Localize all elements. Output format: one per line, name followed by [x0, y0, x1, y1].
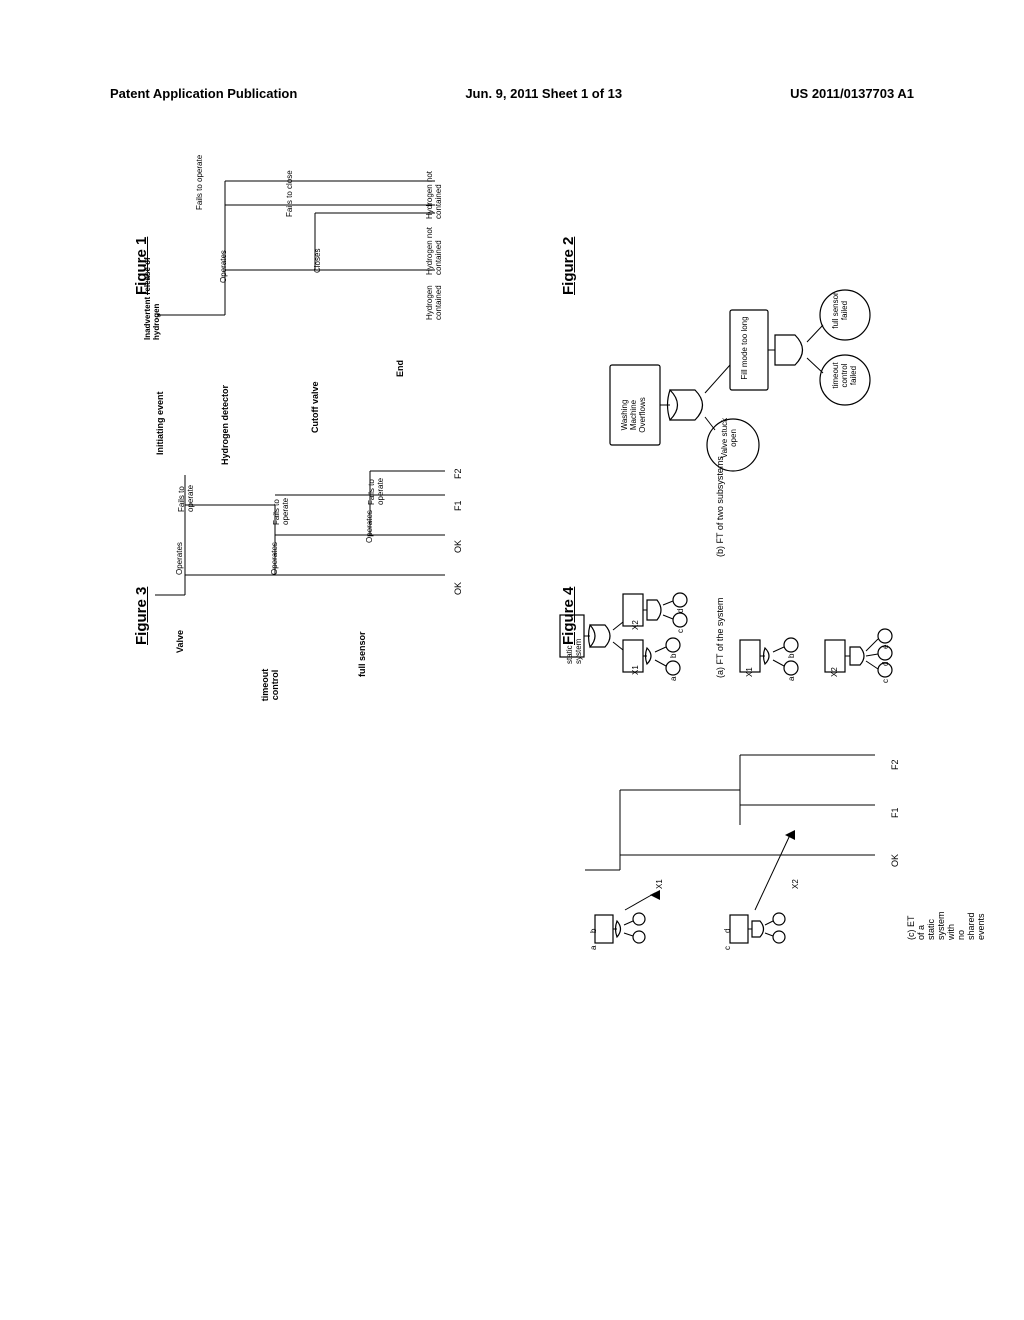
fig4c-x2: X2 [791, 879, 800, 889]
fig1-tree-lines [135, 165, 455, 365]
fig4c-tb: b [589, 929, 598, 933]
fig2-fill: Fill mode too long [740, 313, 749, 383]
fig4c-f2: F2 [890, 759, 900, 770]
fig4-caption-b: (b) FT of two subsystems [715, 456, 725, 557]
fig4b-x1: X1 [745, 667, 754, 677]
fig4c-ta: a [589, 946, 598, 950]
fig4c-x1: X1 [655, 879, 664, 889]
fig4b-e: e [881, 645, 890, 649]
fig4a-static: static system [565, 629, 583, 664]
fig2-top: Washing Machine Overflows [620, 385, 647, 445]
fig4c-ok: OK [890, 854, 900, 867]
header-left: Patent Application Publication [110, 86, 297, 101]
fig2-sensor: full sensor failed [831, 288, 849, 333]
fig4a-leaf-d: d [676, 609, 685, 613]
fig4b-a: a [787, 677, 796, 681]
fig4a-leaf-b: b [669, 654, 678, 658]
header-center: Jun. 9, 2011 Sheet 1 of 13 [465, 86, 622, 101]
fig4b-d: d [881, 662, 890, 666]
fig4-caption-c: (c) ET of a static system with no shared… [906, 912, 986, 941]
fig4b-x2: X2 [830, 667, 839, 677]
fig4c-tc: c [723, 946, 732, 950]
fig3-col-timeout: timeout control [260, 660, 280, 710]
fig4-caption-a: (a) FT of the system [715, 598, 725, 678]
fig4c-td: d [723, 929, 732, 933]
header-right: US 2011/0137703 A1 [790, 86, 914, 101]
fig4c-et [555, 735, 915, 965]
fig4a-x2: X2 [631, 620, 640, 630]
fig1-col-valve: Cutoff valve [310, 381, 320, 433]
fig4b-c: c [881, 679, 890, 683]
fig4b-b: b [787, 654, 796, 658]
page-header: Patent Application Publication Jun. 9, 2… [110, 86, 914, 101]
fig3-tree-lines [135, 465, 465, 645]
fig4a-leaf-c: c [676, 629, 685, 633]
fig4a-x1: X1 [631, 665, 640, 675]
fig4a-leaf-a: a [669, 677, 678, 681]
fig1-col-initiating: Initiating event [155, 391, 165, 455]
figures-content: Figure 1 Initiating event Hydrogen detec… [115, 165, 910, 1065]
fig1-col-detector: Hydrogen detector [220, 385, 230, 465]
fig4b-ft [735, 550, 915, 690]
fig2-timeout: timeout control failed [831, 353, 858, 398]
fig4c-f1: F1 [890, 807, 900, 818]
